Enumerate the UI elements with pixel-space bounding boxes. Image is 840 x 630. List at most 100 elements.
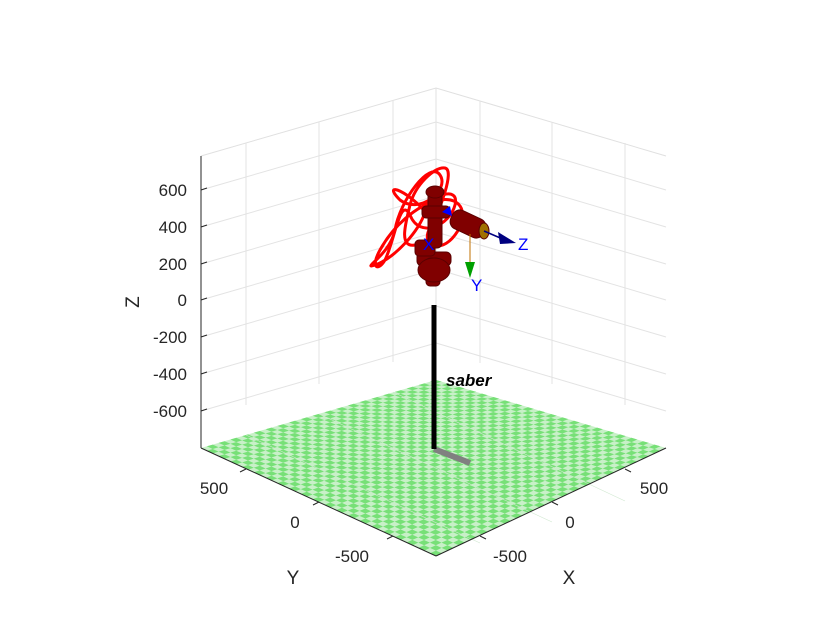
floor-tile	[487, 461, 499, 467]
floor-tile	[463, 453, 476, 458]
floor-tile	[464, 397, 477, 402]
floor-tile	[625, 459, 638, 465]
floor-tile	[602, 443, 615, 448]
floor-tile	[522, 418, 534, 423]
floor-tile	[289, 458, 301, 464]
floor-tile	[324, 438, 336, 443]
floor-tile	[394, 390, 407, 394]
floor-tile	[242, 447, 254, 452]
floor-tile	[253, 456, 266, 462]
floor-tile	[556, 455, 568, 460]
floor-tile	[405, 466, 418, 472]
floor-tile	[253, 435, 266, 440]
floor-tile	[370, 440, 383, 445]
floor-tile	[265, 462, 278, 467]
floor-tile	[533, 478, 545, 484]
floor-tile	[545, 425, 557, 430]
floor-tile	[476, 519, 488, 525]
floor-tile	[498, 415, 511, 420]
floor-tile	[394, 424, 406, 429]
floor-tile	[579, 476, 592, 482]
floor-tile	[498, 431, 511, 436]
floor-tile	[312, 473, 325, 479]
floor-tile	[475, 453, 487, 458]
floor-tile	[277, 476, 289, 482]
floor-tile	[556, 459, 568, 464]
floor-tile	[336, 502, 348, 508]
floor-tile	[591, 453, 603, 458]
floor-tile	[463, 475, 476, 481]
floor-tile	[418, 386, 430, 391]
floor-tile	[277, 428, 289, 433]
floor-tile	[394, 504, 406, 510]
floor-tile	[418, 540, 430, 546]
floor-tile	[335, 447, 348, 452]
frame-z-label: Z	[518, 235, 528, 254]
floor-tile	[370, 475, 383, 480]
floor-tile	[625, 446, 638, 451]
z-axis-label: Z	[123, 296, 144, 308]
floor-tile	[452, 514, 465, 520]
floor-tile	[487, 431, 499, 436]
floor-tile	[544, 455, 557, 460]
floor-tile	[521, 474, 534, 479]
x-axis-ticks: -500 0 500	[479, 468, 668, 566]
floor-tile	[545, 414, 557, 418]
floor-tile	[382, 471, 395, 476]
floor-tile	[359, 404, 372, 408]
floor-tile	[545, 473, 557, 479]
floor-tile	[405, 485, 418, 490]
floor-tile	[487, 408, 499, 412]
floor-tile	[476, 397, 488, 401]
floor-tile	[289, 437, 301, 442]
floor-tile	[418, 397, 430, 402]
floor-tile	[394, 509, 407, 515]
floor-tile	[510, 493, 522, 499]
floor-tile	[230, 442, 243, 447]
floor-tile	[370, 427, 383, 432]
floor-tile	[359, 427, 371, 432]
floor-tile	[371, 408, 383, 412]
floor-tile	[475, 462, 487, 467]
floor-tile	[544, 446, 557, 452]
floor-tile	[382, 462, 394, 467]
floor-tile	[312, 442, 325, 447]
floor-tile	[510, 419, 522, 424]
floor-tile	[382, 428, 395, 433]
floor-tile	[335, 483, 348, 489]
grid-right-wall	[435, 101, 667, 412]
floor-tile	[545, 492, 557, 498]
floor-tile	[464, 529, 477, 535]
floor-tile	[206, 449, 219, 454]
floor-tile	[463, 436, 476, 441]
x-tick-label: -500	[493, 547, 527, 566]
floor-tile	[510, 452, 522, 457]
floor-tile	[475, 471, 487, 476]
floor-tile	[487, 523, 500, 529]
floor-tile	[637, 445, 649, 450]
floor-tile	[347, 465, 360, 471]
floor-tile	[335, 443, 348, 448]
floor-tile	[359, 435, 371, 440]
floor-tile	[394, 499, 406, 505]
floor-tile	[265, 475, 278, 481]
floor-tile	[359, 470, 371, 476]
floor-tile	[335, 460, 348, 466]
floor-tile	[382, 440, 395, 445]
floor-tile	[277, 467, 289, 472]
frame-x-label: X	[423, 235, 434, 254]
floor-tile	[475, 448, 487, 454]
floor-tile	[441, 408, 453, 413]
floor-tile	[417, 416, 430, 421]
floor-tile	[452, 509, 465, 515]
floor-tile	[521, 460, 534, 466]
floor-tile	[300, 450, 313, 455]
floor-tile	[452, 499, 465, 505]
floor-tile	[277, 440, 289, 446]
floor-tile	[498, 419, 511, 424]
floor-tile	[359, 484, 371, 490]
floor-tile	[394, 471, 406, 476]
floor-tile	[556, 468, 569, 473]
floor-tile	[441, 394, 453, 398]
